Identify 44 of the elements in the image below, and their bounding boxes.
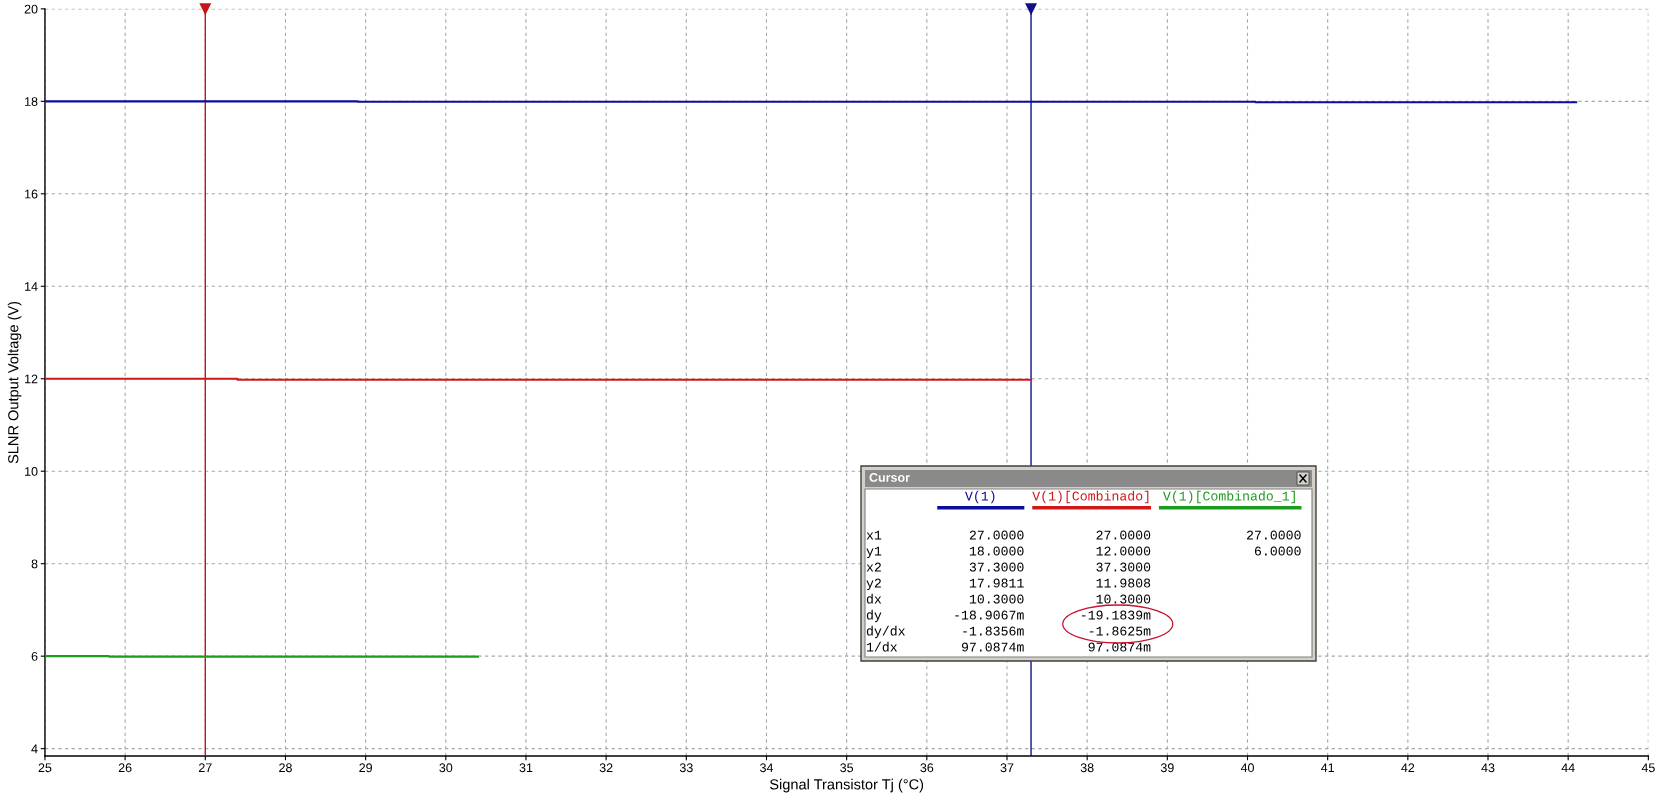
x-tick-label: 31 [519,763,533,773]
text: V(1) [965,490,995,504]
annotation: y1 18.0000 12.0000 6.0000 [866,546,1301,559]
x-tick-label: 35 [840,763,854,773]
y-axis-title: SLNR Output Voltage (V) [7,301,22,464]
x-tick-label: 39 [1160,763,1174,773]
text: V(1)[Combinado_1] [1162,490,1295,504]
x-axis-title: Signal Transistor Tj (°C) [769,778,924,793]
x-tick-label: 26 [118,763,132,773]
y-tick-label: 12 [25,374,38,384]
y-tick-label: 14 [25,282,38,291]
x-tick-label: 27 [198,763,212,773]
x-tick-label: 32 [599,763,613,773]
annotation: dy/dx -1.8356m -1.8625m [866,625,1151,639]
x-tick-label: 29 [359,763,372,773]
x-tick-label: 37 [1000,763,1014,773]
x-tick-label: 34 [760,763,774,773]
annotation: x1 27.0000 27.0000 27.0000 [866,530,1301,540]
x-tick-label: 42 [1401,763,1415,773]
x-tick-label: 28 [279,763,292,773]
x-tick-label: 38 [1080,763,1094,773]
y-tick-label: 18 [25,97,38,106]
annotation: y2 17.9811 11.9808 [866,578,1151,591]
y-tick-label: 10 [25,467,38,476]
annotation: dx 10.3000 10.3000 [866,593,1151,604]
y-tick-label: 4 [31,744,38,754]
annotation: x2 37.3000 37.3000 [866,562,1151,572]
y-tick-label: 6 [31,651,38,661]
y-tick-label: 20 [24,4,38,14]
x-tick-label: 40 [1240,763,1254,773]
x-tick-label: 41 [1321,763,1335,773]
x-tick-label: 33 [679,763,693,773]
annotation: Cursor [869,473,910,482]
x-tick-label: 43 [1481,763,1495,773]
x-tick-label: 25 [38,763,52,773]
annotation: 1/dx 97.0874m 97.0874m [866,641,1151,652]
y-tick-label: 16 [25,189,38,199]
annotation: dy -18.9067m -19.1839m [866,609,1151,623]
x-tick-label: 30 [439,763,453,773]
x-tick-label: 45 [1641,763,1655,773]
y-tick-label: 8 [31,559,38,569]
x-tick-label: 44 [1561,763,1575,773]
x-tick-label: 36 [920,763,934,773]
text: V(1)[Combinado] [1032,490,1149,504]
